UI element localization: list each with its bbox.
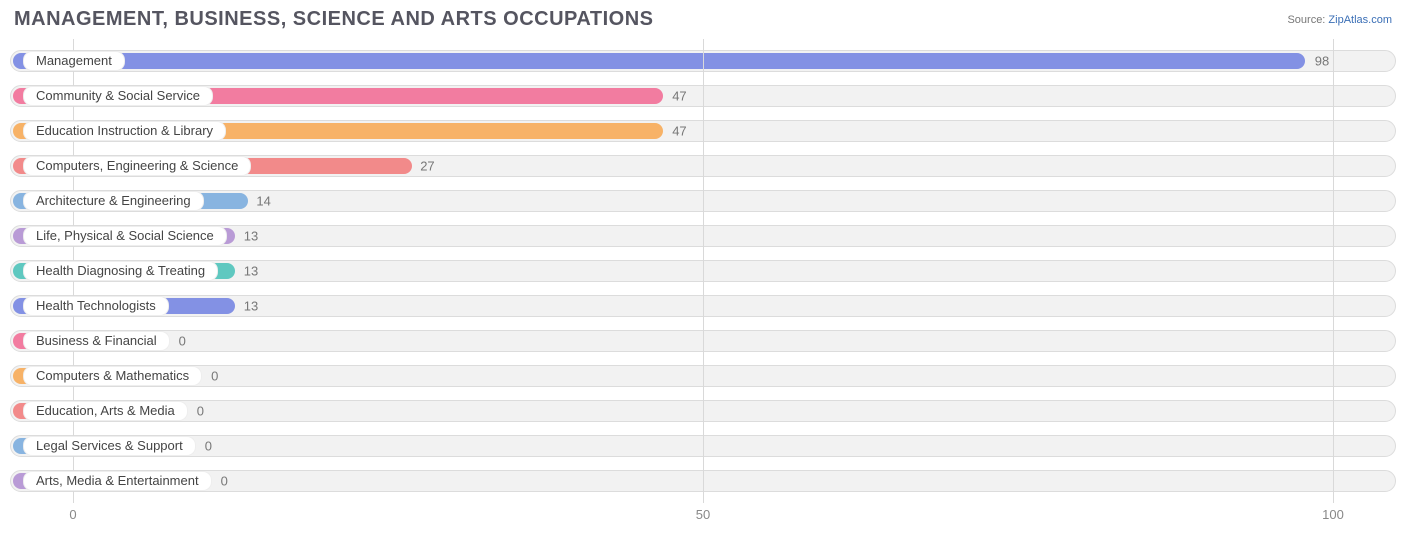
x-tick: 0 bbox=[69, 507, 76, 522]
chart-title: MANAGEMENT, BUSINESS, SCIENCE AND ARTS O… bbox=[14, 8, 653, 31]
bar-value: 47 bbox=[672, 88, 686, 103]
x-axis: 0 50 100 bbox=[10, 503, 1396, 529]
bar-label: Health Technologists bbox=[23, 296, 169, 316]
bar-label: Architecture & Engineering bbox=[23, 191, 204, 211]
bar-value: 13 bbox=[244, 228, 258, 243]
bar-label: Computers & Mathematics bbox=[23, 366, 202, 386]
grid-line bbox=[703, 39, 704, 503]
bar-label: Business & Financial bbox=[23, 331, 170, 351]
bar-fill bbox=[13, 53, 1305, 69]
bar-value: 13 bbox=[244, 263, 258, 278]
chart-header: MANAGEMENT, BUSINESS, SCIENCE AND ARTS O… bbox=[10, 8, 1396, 31]
grid-line bbox=[1333, 39, 1334, 503]
bar-label: Arts, Media & Entertainment bbox=[23, 471, 212, 491]
bar-label: Education Instruction & Library bbox=[23, 121, 226, 141]
source-link[interactable]: ZipAtlas.com bbox=[1328, 14, 1392, 26]
chart-source: Source: ZipAtlas.com bbox=[1287, 14, 1392, 26]
x-tick: 50 bbox=[696, 507, 710, 522]
x-tick: 100 bbox=[1322, 507, 1344, 522]
bar-label: Computers, Engineering & Science bbox=[23, 156, 251, 176]
bar-value: 0 bbox=[205, 439, 212, 454]
bar-label: Life, Physical & Social Science bbox=[23, 226, 227, 246]
bar-value: 98 bbox=[1315, 53, 1329, 68]
bar-value: 0 bbox=[211, 369, 218, 384]
bar-value: 27 bbox=[420, 158, 434, 173]
bar-label: Health Diagnosing & Treating bbox=[23, 261, 218, 281]
bar-label: Community & Social Service bbox=[23, 86, 213, 106]
bar-label: Education, Arts & Media bbox=[23, 401, 188, 421]
bar-label: Management bbox=[23, 51, 125, 71]
chart-container: MANAGEMENT, BUSINESS, SCIENCE AND ARTS O… bbox=[0, 0, 1406, 558]
bar-label: Legal Services & Support bbox=[23, 436, 196, 456]
plot-area: Management 98 Community & Social Service 47… bbox=[10, 39, 1396, 529]
bar-value: 13 bbox=[244, 298, 258, 313]
bar-value: 47 bbox=[672, 123, 686, 138]
bar-value: 0 bbox=[197, 404, 204, 419]
source-prefix: Source: bbox=[1287, 14, 1328, 26]
bar-value: 0 bbox=[179, 334, 186, 349]
bar-value: 14 bbox=[256, 193, 270, 208]
bar-value: 0 bbox=[221, 474, 228, 489]
